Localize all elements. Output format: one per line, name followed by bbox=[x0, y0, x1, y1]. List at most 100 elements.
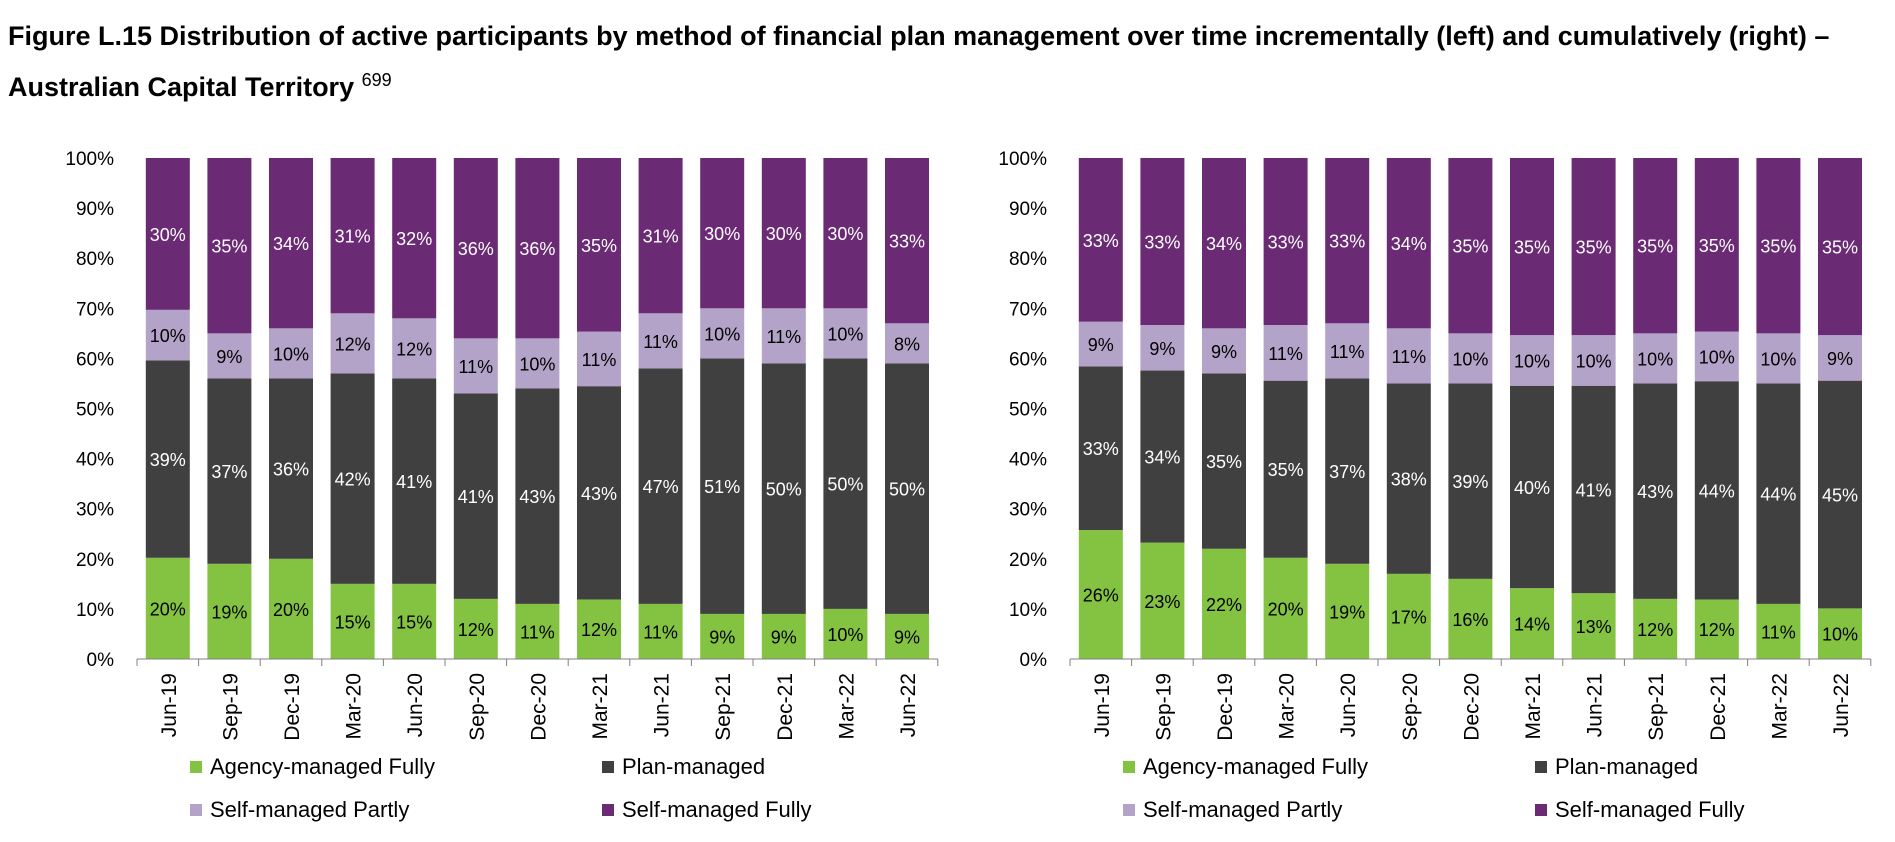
bar-segment-self-managed-partly bbox=[1202, 328, 1246, 374]
bar-segment-self-managed-partly bbox=[638, 313, 683, 369]
bar-segment-plan-managed bbox=[1386, 383, 1431, 574]
bar-segment-self-managed-fully bbox=[1448, 158, 1493, 334]
data-label: 35% bbox=[1268, 460, 1304, 480]
data-label: 9% bbox=[894, 627, 920, 647]
chart-incremental: 0% 10% 20% 30% 40% 50% 60% 70% 80% 90% 100% 20% 39% 1… bbox=[65, 149, 939, 822]
y-tick-label: 60% bbox=[1009, 349, 1047, 370]
x-tick-label: Sep-21 bbox=[1645, 673, 1668, 741]
data-label: 39% bbox=[150, 450, 186, 470]
x-tick-label: Jun-20 bbox=[1337, 673, 1360, 737]
bar-segment-agency-managed-fully bbox=[392, 583, 437, 659]
data-label: 43% bbox=[519, 487, 555, 507]
bar-segment-self-managed-partly bbox=[330, 313, 375, 374]
bar-segment-self-managed-fully bbox=[1633, 158, 1678, 334]
bar-segment-self-managed-fully bbox=[1818, 158, 1862, 336]
bar-segment-self-managed-partly bbox=[761, 308, 806, 364]
data-label: 35% bbox=[1206, 452, 1242, 472]
bar-segment-plan-managed bbox=[145, 360, 190, 558]
bar-segment-self-managed-partly bbox=[1448, 333, 1493, 384]
y-tick-label: 100% bbox=[65, 149, 114, 170]
legend-swatch-plan-managed bbox=[1535, 761, 1547, 773]
data-label: 11% bbox=[643, 622, 678, 642]
data-label: 10% bbox=[704, 324, 740, 344]
data-label: 11% bbox=[520, 622, 555, 642]
figure-title: Figure L.15 Distribution of active parti… bbox=[8, 14, 1888, 109]
bar-segment-agency-managed-fully bbox=[1448, 578, 1493, 659]
x-tick-label: Dec-19 bbox=[1214, 673, 1237, 741]
legend-label-self-managed-partly: Self-managed Partly bbox=[1143, 797, 1342, 822]
data-label: 37% bbox=[211, 462, 247, 482]
x-tick-label: Dec-21 bbox=[1707, 673, 1730, 741]
data-label: 19% bbox=[211, 602, 247, 622]
legend-swatch-agency-managed-fully bbox=[1123, 761, 1135, 773]
data-label: 36% bbox=[273, 460, 309, 480]
bar-segment-plan-managed bbox=[1202, 373, 1246, 549]
data-label: 36% bbox=[458, 239, 494, 259]
bar-segment-self-managed-partly bbox=[1263, 325, 1308, 381]
data-label: 12% bbox=[335, 334, 371, 354]
y-tick-label: 50% bbox=[1009, 400, 1047, 421]
y-tick-label: 90% bbox=[76, 199, 114, 220]
data-label: 16% bbox=[1452, 610, 1488, 630]
x-tick-label: Jun-21 bbox=[1584, 673, 1607, 737]
data-label: 35% bbox=[1576, 238, 1612, 258]
x-tick-label: Mar-20 bbox=[343, 673, 366, 740]
bar-segment-self-managed-fully bbox=[1202, 158, 1246, 329]
bar-segment-agency-managed-fully bbox=[207, 563, 252, 659]
data-label: 20% bbox=[1268, 599, 1304, 619]
bar-segment-self-managed-fully bbox=[700, 158, 745, 309]
bar-segment-plan-managed bbox=[392, 378, 437, 584]
bar-segment-plan-managed bbox=[1818, 380, 1862, 609]
y-tick-label: 30% bbox=[1009, 500, 1047, 521]
data-label: 11% bbox=[643, 332, 678, 352]
data-label: 41% bbox=[396, 472, 432, 492]
bar-segment-agency-managed-fully bbox=[330, 583, 375, 659]
bar-segment-agency-managed-fully bbox=[823, 608, 868, 659]
data-label: 37% bbox=[1329, 462, 1365, 482]
data-label: 38% bbox=[1391, 470, 1427, 490]
y-tick-label: 0% bbox=[87, 650, 115, 671]
data-label: 11% bbox=[1761, 622, 1796, 642]
bar-segment-plan-managed bbox=[269, 378, 313, 559]
data-label: 10% bbox=[150, 326, 186, 346]
bar-segment-agency-managed-fully bbox=[761, 613, 806, 659]
x-tick-label: Sep-20 bbox=[1399, 673, 1422, 741]
data-label: 33% bbox=[1329, 232, 1365, 252]
bar-segment-plan-managed bbox=[1510, 385, 1554, 589]
bar-segment-plan-managed bbox=[1325, 378, 1370, 564]
data-label: 33% bbox=[1083, 439, 1119, 459]
data-label: 10% bbox=[273, 344, 309, 364]
y-tick-label: 80% bbox=[76, 249, 114, 270]
bar-segment-self-managed-partly bbox=[1078, 321, 1123, 367]
data-label: 30% bbox=[150, 225, 186, 245]
data-label: 41% bbox=[1576, 480, 1612, 500]
data-label: 30% bbox=[827, 224, 863, 244]
x-tick-label: Mar-21 bbox=[589, 673, 612, 740]
data-label: 50% bbox=[766, 480, 802, 500]
bar-segment-plan-managed bbox=[1263, 380, 1308, 558]
y-tick-label: 70% bbox=[76, 299, 114, 320]
legend-swatch-self-managed-fully bbox=[1535, 804, 1547, 816]
x-tick-label: Sep-19 bbox=[219, 673, 242, 741]
y-tick-label: 90% bbox=[1009, 199, 1047, 220]
data-label: 30% bbox=[704, 224, 740, 244]
bar-segment-plan-managed bbox=[1633, 383, 1678, 599]
bar-segment-agency-managed-fully bbox=[1571, 593, 1616, 659]
x-tick-label: Jun-20 bbox=[404, 673, 427, 737]
bar-segment-plan-managed bbox=[700, 358, 745, 614]
bar-segment-self-managed-fully bbox=[1140, 158, 1185, 325]
data-label: 44% bbox=[1699, 481, 1735, 501]
data-label: 15% bbox=[335, 612, 371, 632]
x-tick-label: Sep-20 bbox=[466, 673, 489, 741]
legend-label-self-managed-fully: Self-managed Fully bbox=[622, 797, 812, 822]
bar-segment-agency-managed-fully bbox=[885, 613, 929, 659]
data-label: 33% bbox=[1268, 233, 1304, 253]
data-label: 11% bbox=[1330, 342, 1365, 362]
data-label: 13% bbox=[1576, 617, 1612, 637]
bar-segment-self-managed-partly bbox=[1818, 335, 1862, 381]
data-label: 9% bbox=[1088, 335, 1114, 355]
data-label: 32% bbox=[396, 229, 432, 249]
x-tick-label: Jun-19 bbox=[1091, 673, 1114, 737]
bar-segment-self-managed-fully bbox=[1510, 158, 1554, 336]
